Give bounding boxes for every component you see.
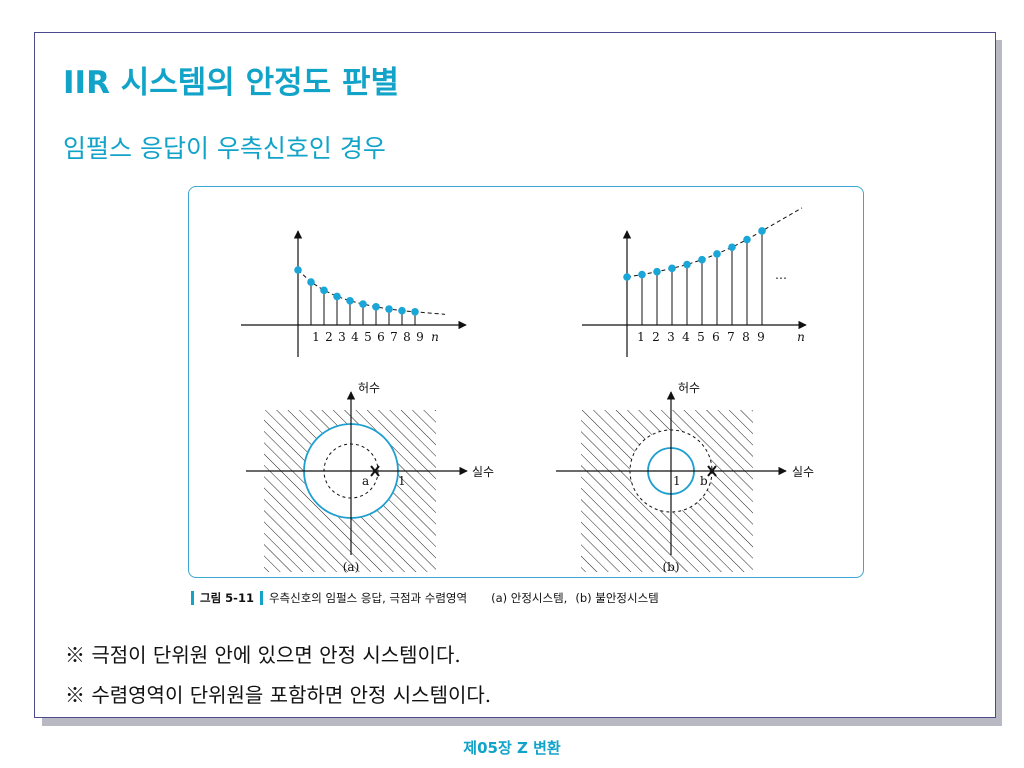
seq-a-tick-labels: 1 2 3 4 5 6 7 8 9 n	[312, 330, 439, 344]
zplane-a-imag-label: 허수	[358, 381, 380, 395]
caption-bar-right	[259, 591, 263, 605]
seq-a-tick-4: 4	[351, 330, 359, 344]
seq-b-tick-6: 6	[712, 330, 720, 344]
caption-label: 그림 5-11	[200, 591, 254, 605]
seq-b-point-4	[683, 260, 691, 269]
seq-a-stems	[294, 266, 446, 325]
seq-a-tick-5: 5	[364, 330, 372, 344]
zplane-a-real-label: 실수	[472, 465, 494, 479]
zplane-b: 허수 실수 b 1 (b)	[556, 381, 814, 574]
zplane-a-pole-label: a	[362, 474, 369, 488]
seq-b-envelope	[626, 207, 803, 278]
seq-b-point-0	[623, 273, 631, 281]
figure-frame: 1 2 3 4 5 6 7 8 9 n 1 2	[188, 186, 864, 578]
caption-part-a: (a) 안정시스템,	[491, 591, 568, 605]
sequence-plot-a: 1 2 3 4 5 6 7 8 9 n	[241, 230, 467, 357]
seq-a-point-9	[411, 308, 419, 316]
seq-a-point-5	[359, 300, 367, 308]
seq-b-point-9	[758, 227, 766, 235]
seq-a-point-8	[398, 306, 406, 315]
seq-a-point-6	[372, 303, 380, 311]
seq-a-point-0	[294, 266, 302, 274]
seq-b-point-3	[668, 264, 676, 273]
caption-part-b: (b) 불안정시스템	[575, 591, 659, 605]
seq-a-tick-7: 7	[390, 330, 398, 344]
seq-b-ellipsis: …	[775, 268, 787, 282]
zplane-a: 허수 실수 a 1 (a)	[246, 381, 494, 574]
figure-caption: 그림 5-11 우측신호의 임펄스 응답, 극점과 수렴영역 (a) 안정시스템…	[191, 590, 659, 606]
zplane-a-pole-x	[370, 465, 380, 477]
zplane-b-imag-label: 허수	[678, 381, 700, 395]
seq-a-point-1	[307, 278, 315, 286]
seq-a-envelope	[297, 269, 446, 315]
seq-a-axis-n: n	[431, 330, 439, 344]
seq-b-point-2	[653, 267, 661, 276]
seq-b-tick-3: 3	[667, 330, 675, 344]
seq-a-tick-9: 9	[416, 330, 424, 344]
caption-text: 우측신호의 임펄스 응답, 극점과 수렴영역	[268, 591, 468, 605]
zplane-b-real-label: 실수	[792, 465, 814, 479]
seq-a-tick-6: 6	[377, 330, 385, 344]
seq-b-tick-1: 1	[637, 330, 645, 344]
seq-b-tick-9: 9	[757, 330, 765, 344]
seq-b-tick-2: 2	[652, 330, 660, 344]
sequence-plot-b: 1 2 3 4 5 6 7 8 9 n …	[582, 207, 807, 357]
note-2: ※ 수렴영역이 단위원을 포함하면 안정 시스템이다.	[65, 683, 492, 707]
seq-b-point-1	[638, 270, 646, 279]
seq-b-point-6	[713, 250, 721, 258]
note-1: ※ 극점이 단위원 안에 있으면 안정 시스템이다.	[65, 643, 461, 667]
seq-b-point-8	[743, 235, 751, 244]
slide: IIR 시스템의 안정도 판별 임펄스 응답이 우측신호인 경우 1	[34, 32, 996, 718]
seq-b-axis-n: n	[797, 330, 805, 344]
slide-subtitle: 임펄스 응답이 우측신호인 경우	[63, 134, 386, 163]
seq-b-stems	[623, 207, 803, 325]
seq-a-tick-3: 3	[338, 330, 346, 344]
seq-a-tick-8: 8	[403, 330, 411, 344]
seq-b-point-7	[728, 243, 736, 252]
zplane-b-pole-x	[707, 465, 717, 477]
seq-a-point-4	[346, 297, 354, 305]
seq-b-tick-8: 8	[742, 330, 750, 344]
seq-b-tick-7: 7	[727, 330, 735, 344]
seq-a-tick-2: 2	[325, 330, 333, 344]
figure-5-11: 1 2 3 4 5 6 7 8 9 n 1 2	[241, 207, 814, 574]
seq-b-tick-5: 5	[697, 330, 705, 344]
slide-title: IIR 시스템의 안정도 판별	[63, 65, 399, 101]
seq-a-point-2	[320, 286, 328, 295]
seq-a-point-7	[385, 305, 393, 313]
seq-b-tick-labels: 1 2 3 4 5 6 7 8 9 n …	[637, 268, 805, 344]
zplane-a-panel-label: (a)	[343, 560, 360, 574]
zplane-b-pole-label: b	[700, 474, 708, 488]
seq-a-point-3	[333, 292, 341, 301]
zplane-a-unit-label: 1	[398, 474, 406, 488]
caption-bar-left	[191, 591, 194, 605]
seq-b-point-5	[698, 255, 706, 264]
seq-a-tick-1: 1	[312, 330, 320, 344]
footer-chapter: 제05장 Z 변환	[463, 739, 561, 757]
seq-b-tick-4: 4	[682, 330, 690, 344]
zplane-b-unit-label: 1	[673, 474, 681, 488]
zplane-b-panel-label: (b)	[662, 560, 679, 574]
